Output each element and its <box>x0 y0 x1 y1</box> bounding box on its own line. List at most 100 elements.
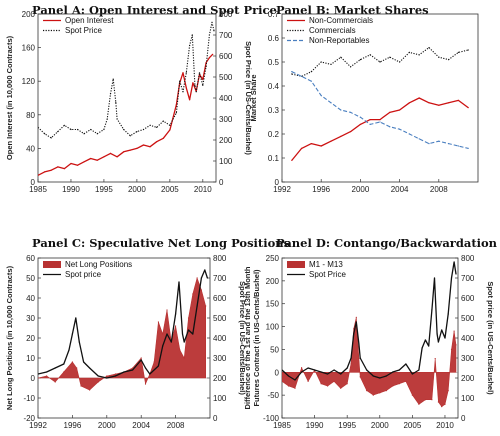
data-point <box>156 141 158 143</box>
x-tick-label: 1995 <box>338 421 356 430</box>
data-point <box>320 383 322 385</box>
data-point <box>355 321 357 323</box>
data-point <box>405 380 407 382</box>
legend-label: Spot price <box>65 270 102 279</box>
series-line-2 <box>291 71 469 149</box>
data-point <box>97 375 99 377</box>
data-point <box>433 277 436 279</box>
x-tick-label: 1990 <box>62 185 80 194</box>
data-point <box>153 361 155 363</box>
data-point <box>437 341 439 343</box>
data-point <box>90 157 92 160</box>
data-point <box>291 71 293 73</box>
y-tick-label: 60 <box>26 254 35 263</box>
data-point <box>389 111 391 113</box>
x-tick-label: 2008 <box>430 185 448 194</box>
data-point <box>75 317 77 319</box>
data-point <box>294 387 296 389</box>
data-point <box>38 174 39 176</box>
data-point <box>71 333 73 335</box>
series-line-1 <box>282 261 457 381</box>
data-point <box>457 99 459 101</box>
data-point <box>123 128 125 131</box>
data-point <box>96 159 98 161</box>
panel-title: Panel D: Contango/Backwardation <box>276 236 498 250</box>
data-point <box>421 347 423 349</box>
data-point <box>191 34 193 36</box>
data-point <box>142 128 145 131</box>
x-tick-label: 2000 <box>128 185 146 194</box>
data-point <box>291 73 293 75</box>
y-tick-label: 40 <box>26 144 35 153</box>
data-point <box>307 380 309 382</box>
y-axis-label-line: Futures Contract (in US-Cents/Bushel) <box>252 269 261 407</box>
y-tick-label: 30 <box>26 314 35 323</box>
data-point <box>175 313 177 315</box>
data-point <box>149 146 151 148</box>
data-point <box>170 341 172 343</box>
y-right-tick-label: 800 <box>213 254 227 263</box>
data-point <box>68 349 70 351</box>
data-point <box>123 151 125 153</box>
data-point <box>448 143 450 145</box>
data-point <box>195 91 197 93</box>
data-point <box>96 133 98 135</box>
data-point <box>179 349 181 351</box>
x-tick-label: 2004 <box>132 421 150 430</box>
data-point <box>287 375 290 377</box>
data-point <box>169 129 171 131</box>
data-point <box>340 387 342 389</box>
data-point <box>310 71 312 73</box>
y-axis-label: Net Long Positions (in 10,000 Contracts) <box>5 265 14 410</box>
data-point <box>192 82 194 84</box>
data-point <box>144 367 147 369</box>
plot-frame <box>37 257 211 419</box>
data-point <box>192 293 194 295</box>
data-point <box>411 373 413 375</box>
y-right-tick-label: 0 <box>219 178 224 187</box>
data-point <box>142 144 145 146</box>
data-point <box>441 329 443 331</box>
data-point <box>156 126 158 128</box>
x-tick-label: 2005 <box>403 421 421 430</box>
data-point <box>97 381 99 383</box>
data-point <box>204 269 206 271</box>
y-tick-label: 200 <box>266 277 280 286</box>
data-point <box>114 373 116 375</box>
data-point <box>310 143 312 145</box>
y-right-tick-label: 100 <box>461 394 475 403</box>
y-tick-label: 250 <box>266 254 280 263</box>
data-point <box>346 367 348 369</box>
legend-label: Open Interest <box>65 16 114 25</box>
data-point <box>144 383 147 385</box>
data-point <box>428 47 430 49</box>
data-point <box>434 358 436 360</box>
data-point <box>301 147 303 149</box>
data-point <box>149 373 151 375</box>
x-tick-label: 1995 <box>95 185 113 194</box>
panel-a: Panel A: Open Interest and Spot Price 198… <box>5 3 277 194</box>
data-point <box>350 131 352 133</box>
data-point <box>428 345 430 347</box>
data-point <box>301 371 303 373</box>
data-point <box>340 56 342 58</box>
data-point <box>213 30 215 32</box>
data-point <box>408 133 410 135</box>
data-point <box>369 54 371 56</box>
data-point <box>350 357 352 359</box>
panel-title: Panel C: Speculative Net Long Positions <box>32 236 290 250</box>
data-point <box>448 59 450 61</box>
series-group <box>282 261 457 408</box>
data-point <box>208 57 210 59</box>
y-right-axis-label: Spot Price (in US-Cents/Bushel) <box>244 41 253 155</box>
data-point <box>175 325 177 327</box>
data-point <box>44 133 46 135</box>
y-tick-label: 0.7 <box>268 10 280 19</box>
data-point <box>392 385 394 387</box>
data-point <box>282 369 283 371</box>
data-point <box>358 358 360 360</box>
y-right-tick-label: 600 <box>213 294 227 303</box>
y-right-tick-label: 100 <box>219 157 233 166</box>
y-right-tick-label: 100 <box>213 394 227 403</box>
